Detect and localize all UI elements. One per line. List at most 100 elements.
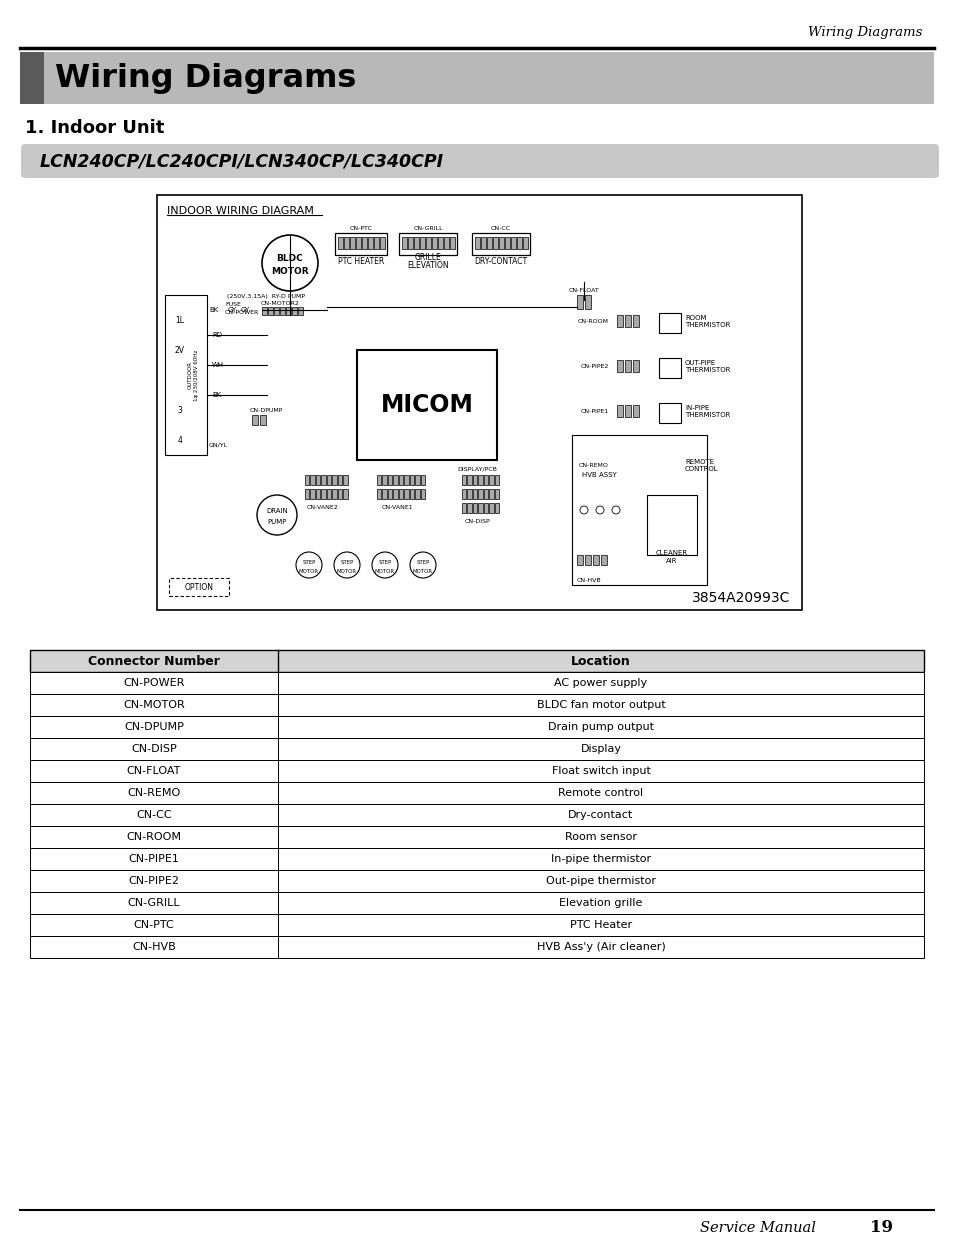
Bar [376,475,381,485]
Bar [495,488,499,498]
Text: MOTOR: MOTOR [298,568,318,573]
Text: PTC HEATER: PTC HEATER [337,256,384,266]
Text: LCN240CP/LC240CPI/LCN340CP/LC340CPI: LCN240CP/LC240CPI/LCN340CP/LC340CPI [40,152,444,170]
Bar [498,237,503,249]
Bar [382,488,387,498]
Bar [356,351,497,460]
Text: Connector Number: Connector Number [88,655,220,667]
Bar [30,650,923,672]
Bar [333,475,336,485]
Bar [321,475,326,485]
Bar [416,488,419,498]
Text: DRAIN: DRAIN [266,508,288,515]
Text: RD: RD [212,332,222,338]
Bar [337,475,342,485]
Text: MOTOR: MOTOR [271,266,309,276]
Bar [30,738,923,759]
Text: CN-DPUMP: CN-DPUMP [250,408,283,413]
Text: CN-DISP: CN-DISP [464,518,489,523]
Bar [624,469,630,479]
Text: CN-POWER: CN-POWER [123,677,185,687]
Text: STEP: STEP [416,559,429,564]
Text: REMOTE
CONTROL: REMOTE CONTROL [684,459,718,471]
Circle shape [612,506,619,515]
Bar [414,237,418,249]
Text: Float switch input: Float switch input [551,766,650,776]
Text: DRY-CONTACT: DRY-CONTACT [474,256,527,266]
Text: CN-CC: CN-CC [491,225,511,230]
Text: CN-GRILL: CN-GRILL [128,897,180,907]
Bar [30,804,923,827]
Bar [361,237,367,249]
Bar [344,237,349,249]
Bar [432,237,436,249]
Bar [475,237,479,249]
Text: BK: BK [209,307,218,313]
Text: BK: BK [212,392,221,398]
Bar [624,455,630,465]
Bar [593,556,598,566]
Bar [633,469,639,479]
Bar [489,503,494,513]
Text: MOTOR: MOTOR [413,568,433,573]
Text: STEP: STEP [340,559,354,564]
Text: CN-MOTOR2: CN-MOTOR2 [260,301,299,306]
Bar [467,475,472,485]
Text: PTC Heater: PTC Heater [569,920,632,930]
Bar [504,237,510,249]
Bar [305,475,309,485]
Text: CN-PIPE2: CN-PIPE2 [580,363,608,368]
Bar [478,503,482,513]
Bar [483,488,488,498]
Bar [30,936,923,958]
Text: 19: 19 [869,1219,892,1237]
Bar [305,488,309,498]
Text: GN/YL: GN/YL [209,443,228,447]
Bar [376,488,381,498]
Bar [20,52,933,104]
Bar [633,405,639,416]
Text: Location: Location [571,655,630,667]
Text: OUT-PIPE
THERMISTOR: OUT-PIPE THERMISTOR [684,359,730,373]
Bar [30,870,923,892]
Bar [260,415,266,425]
Text: MICOM: MICOM [380,393,473,416]
Text: AIR: AIR [665,558,677,564]
Bar [584,556,590,566]
Text: 4: 4 [177,435,182,445]
Text: FUSE: FUSE [225,302,240,307]
Bar [30,716,923,738]
Text: 3854A20993C: 3854A20993C [691,590,789,605]
Bar [410,488,414,498]
Bar [327,475,331,485]
Bar [157,195,801,610]
Bar [617,314,622,327]
Text: Dry-contact: Dry-contact [568,810,633,820]
Bar [659,403,680,423]
Text: CN-HVB: CN-HVB [577,578,601,583]
Circle shape [256,495,296,534]
Bar [292,307,296,314]
Text: HVB Ass'y (Air cleaner): HVB Ass'y (Air cleaner) [536,942,664,952]
Bar [486,237,492,249]
Text: OUTDOOR
1φ 230/208V 60Hz: OUTDOOR 1φ 230/208V 60Hz [188,349,199,400]
Text: CN-VANE1: CN-VANE1 [381,505,413,510]
Bar [584,295,590,310]
Circle shape [334,552,359,578]
Bar [355,237,360,249]
Bar [617,469,622,479]
FancyBboxPatch shape [21,144,938,178]
Text: MOTOR: MOTOR [336,568,356,573]
Bar [268,307,273,314]
Text: Drain pump output: Drain pump output [547,722,654,732]
Bar [335,232,387,255]
Text: CN-PIPE1: CN-PIPE1 [580,409,608,414]
Text: 1L: 1L [175,316,184,324]
Bar [577,295,582,310]
Text: CN-REMO: CN-REMO [128,788,180,798]
Bar [368,237,373,249]
Bar [408,237,413,249]
Bar [617,405,622,416]
Text: BLDC: BLDC [276,254,303,262]
Bar [511,237,516,249]
